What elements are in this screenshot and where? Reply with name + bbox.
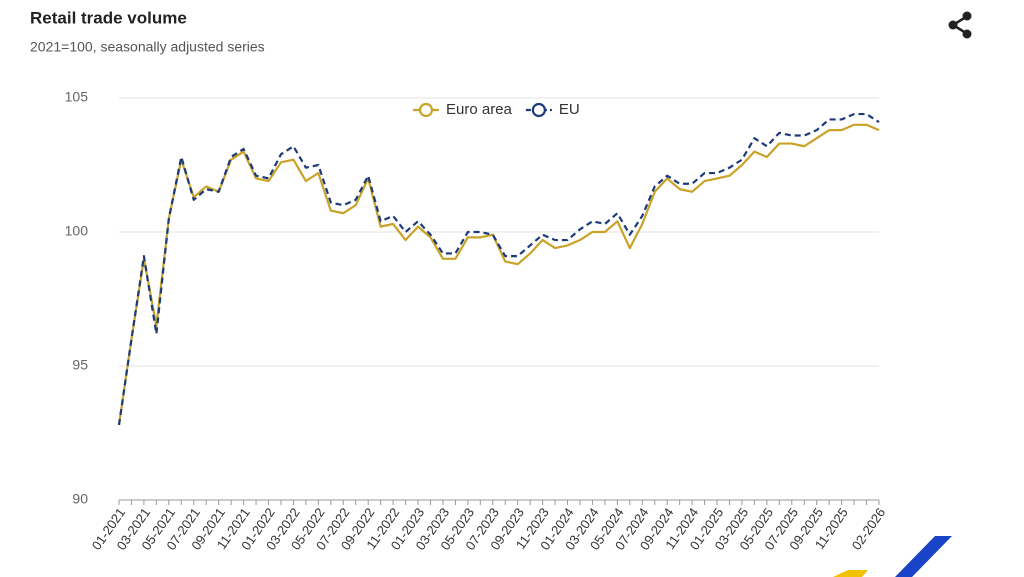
y-tick-label: 100 (65, 223, 89, 239)
chart-subtitle: 2021=100, seasonally adjusted series (30, 39, 265, 55)
y-tick-label: 95 (72, 357, 88, 373)
y-tick-label: 105 (65, 89, 89, 105)
logo-shape (895, 536, 952, 577)
y-tick-label: 90 (72, 491, 88, 507)
legend-item: Euro area (413, 101, 513, 118)
share-dot (948, 20, 958, 30)
share-icon[interactable] (948, 11, 972, 39)
series-line (117, 123, 880, 426)
legend-marker (418, 102, 434, 118)
legend-item: EU (525, 101, 580, 118)
share-dot (962, 29, 972, 39)
series-line (117, 112, 880, 426)
legend-marker (531, 102, 546, 118)
share-dot (962, 11, 972, 21)
x-tick-label: 02-2026 (849, 505, 889, 553)
chart-title: Retail trade volume (30, 8, 187, 27)
legend-label: EU (559, 101, 580, 118)
legend-label: Euro area (446, 101, 513, 118)
logo-shape (833, 570, 868, 577)
